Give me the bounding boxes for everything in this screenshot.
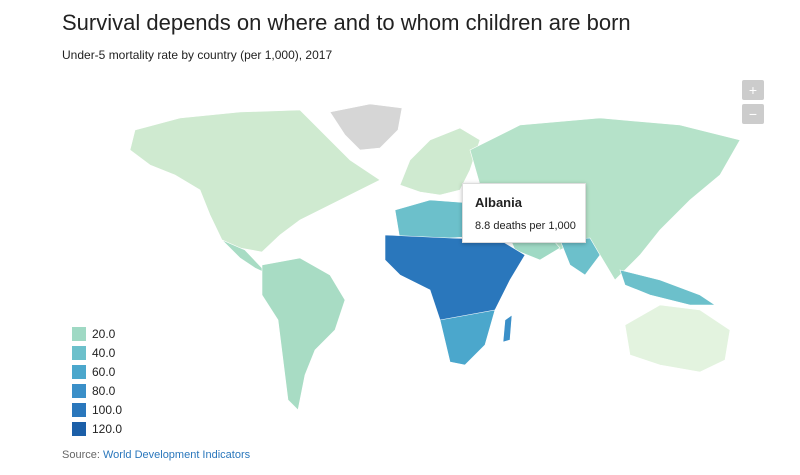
legend-item: 100.0 bbox=[72, 400, 122, 419]
legend-swatch bbox=[72, 421, 86, 436]
legend-label: 40.0 bbox=[92, 345, 116, 360]
legend-swatch bbox=[72, 364, 86, 379]
southern-africa bbox=[439, 309, 496, 366]
southeast-asia bbox=[619, 269, 716, 306]
subtitle: Under-5 mortality rate by country (per 1… bbox=[62, 48, 333, 62]
south-america bbox=[261, 257, 346, 411]
greenland bbox=[329, 103, 403, 151]
tooltip-title: Albania bbox=[475, 195, 522, 210]
legend-item: 80.0 bbox=[72, 381, 122, 400]
legend-swatch bbox=[72, 326, 86, 341]
legend-label: 20.0 bbox=[92, 326, 116, 341]
zoom-out[interactable]: − bbox=[742, 104, 764, 124]
legend-item: 120.0 bbox=[72, 419, 122, 438]
legend-swatch bbox=[72, 345, 86, 360]
zoom-in[interactable]: + bbox=[742, 80, 764, 100]
legend-swatch bbox=[72, 383, 86, 398]
source-prefix: Source: bbox=[62, 449, 100, 461]
legend-item: 20.0 bbox=[72, 324, 122, 343]
legend-label: 60.0 bbox=[92, 364, 116, 379]
legend-label: 120.0 bbox=[92, 421, 123, 436]
legend-label: 100.0 bbox=[92, 402, 123, 417]
australia bbox=[624, 304, 731, 373]
title: Survival depends on where and to whom ch… bbox=[62, 10, 631, 35]
legend-item: 40.0 bbox=[72, 343, 122, 362]
source-link[interactable]: World Development Indicators bbox=[102, 449, 251, 461]
madagascar bbox=[502, 314, 513, 343]
tooltip-text: 8.8 deaths per 1,000 bbox=[475, 220, 576, 232]
tooltip: Albania 8.8 deaths per 1,000 bbox=[462, 183, 586, 243]
legend: 20.0 40.0 60.0 80.0 100.0 120.0 bbox=[72, 324, 122, 438]
legend-item: 60.0 bbox=[72, 362, 122, 381]
source: Source: World Development Indicators bbox=[62, 449, 250, 461]
north-america bbox=[129, 109, 381, 253]
legend-swatch bbox=[72, 402, 86, 417]
legend-label: 80.0 bbox=[92, 383, 116, 398]
